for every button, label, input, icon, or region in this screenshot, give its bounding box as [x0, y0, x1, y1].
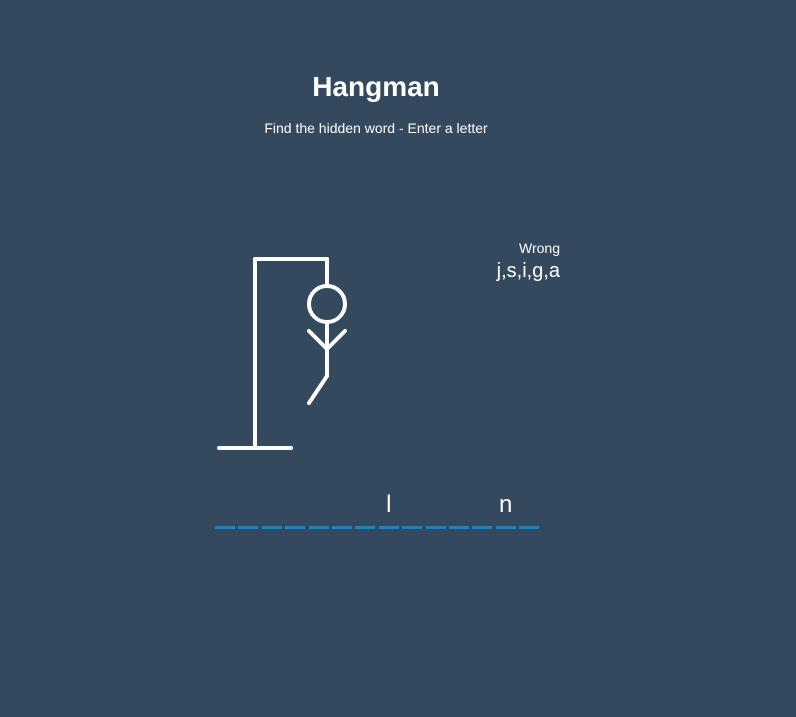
- game-instructions: Find the hidden word - Enter a letter: [264, 120, 488, 136]
- wrong-letters-panel: Wrong j,s,i,g,a: [440, 240, 560, 283]
- letter-slot: [261, 490, 282, 529]
- letter-slot: [402, 490, 423, 529]
- wrong-letters-list: j,s,i,g,a: [496, 260, 560, 282]
- letter-slot: [238, 490, 259, 529]
- hangman-left-leg: [307, 374, 329, 405]
- letter-slot: [519, 490, 540, 529]
- letter-slot: [308, 490, 329, 529]
- letter-slot: n: [495, 490, 516, 529]
- wrong-letters-label: Wrong: [519, 240, 560, 256]
- letter-slot: [331, 490, 352, 529]
- hangman-head: [307, 284, 347, 324]
- letter-slot: [472, 490, 493, 529]
- letter-slot: [215, 490, 235, 529]
- hangman-left-arm: [307, 329, 329, 351]
- hangman-right-arm: [325, 329, 347, 351]
- hangman-figure: [217, 257, 347, 450]
- letter-slot: [448, 490, 469, 529]
- letter-slot: [355, 490, 376, 529]
- letter-slot: l: [378, 490, 399, 529]
- hidden-word: l n: [215, 490, 542, 529]
- letter-slot: [285, 490, 306, 529]
- game-title: Hangman: [312, 71, 440, 102]
- letter-slot: [425, 490, 446, 529]
